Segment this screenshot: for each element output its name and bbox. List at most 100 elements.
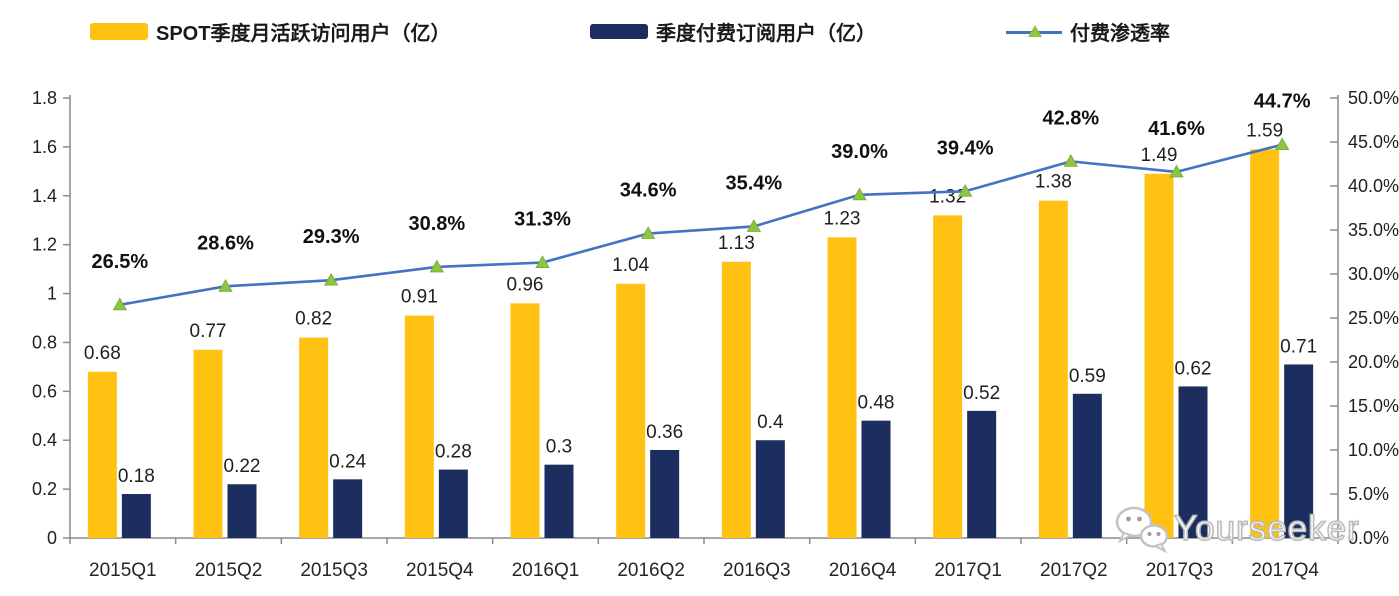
- bar-subs: [121, 494, 151, 538]
- bar-subs: [861, 420, 891, 538]
- bar-subs: [227, 484, 257, 538]
- bar-subs: [544, 464, 574, 538]
- y-tick-label-left: 1.6: [32, 137, 57, 157]
- bar-subs: [755, 440, 785, 538]
- y-tick-label-left: 1.4: [32, 186, 57, 206]
- bar-subs: [438, 469, 468, 538]
- bar-label-mau: 1.59: [1246, 120, 1283, 141]
- x-tick-label: 2017Q2: [1040, 560, 1108, 581]
- bar-subs: [650, 450, 680, 538]
- x-tick-label: 2017Q4: [1251, 560, 1319, 581]
- bar-label-subs: 0.4: [757, 412, 784, 433]
- x-tick-label: 2016Q4: [829, 560, 897, 581]
- y-tick-label-right: 35.0%: [1348, 220, 1399, 240]
- penetration-label: 30.8%: [408, 213, 465, 235]
- bar-subs: [1178, 386, 1208, 538]
- legend-label-penetration: 付费渗透率: [1070, 22, 1170, 45]
- y-tick-label-left: 0: [47, 528, 57, 548]
- penetration-marker: [640, 226, 656, 239]
- penetration-label: 34.6%: [620, 180, 677, 202]
- penetration-label: 42.8%: [1042, 107, 1099, 129]
- legend-item-subscribers: 季度付费订阅用户（亿）: [590, 18, 876, 45]
- bar-label-mau: 0.96: [507, 274, 544, 295]
- penetration-marker: [957, 183, 973, 197]
- bar-label-subs: 0.22: [224, 456, 261, 477]
- bar-mau: [1144, 173, 1174, 538]
- bar-mau: [193, 349, 223, 538]
- penetration-line: [119, 143, 1283, 307]
- x-tick-label: 2017Q1: [934, 560, 1002, 581]
- bar-subs: [333, 479, 363, 538]
- penetration-label: 39.0%: [831, 141, 888, 163]
- bar-label-mau: 0.77: [190, 321, 227, 342]
- wechat-icon: [1115, 506, 1169, 553]
- y-tick-label-right: 10.0%: [1348, 440, 1399, 460]
- bar-label-subs: 0.24: [329, 451, 366, 472]
- bar-mau: [616, 283, 646, 538]
- bar-label-subs: 0.36: [646, 422, 683, 443]
- penetration-label: 35.4%: [725, 172, 782, 194]
- penetration-label: 29.3%: [303, 226, 360, 248]
- penetration-label: 31.3%: [514, 209, 571, 231]
- penetration-marker: [112, 297, 128, 311]
- x-tick-label: 2015Q3: [300, 560, 368, 581]
- bar-label-subs: 0.71: [1280, 336, 1317, 357]
- y-tick-label-left: 0.4: [32, 430, 57, 450]
- mau-legend-swatch-icon: [90, 22, 148, 40]
- bar-label-mau: 0.91: [401, 287, 438, 308]
- penetration-marker: [218, 279, 233, 292]
- y-tick-label-left: 0.8: [32, 332, 57, 352]
- bar-label-subs: 0.18: [118, 466, 155, 487]
- y-tick-label-left: 1.2: [32, 235, 57, 255]
- y-tick-label-right: 20.0%: [1348, 352, 1399, 372]
- bar-label-mau: 1.32: [929, 186, 966, 207]
- bar-subs: [1284, 364, 1314, 538]
- bar-label-mau: 1.04: [612, 255, 649, 276]
- y-tick-label-right: 15.0%: [1348, 396, 1399, 416]
- bar-mau: [510, 303, 540, 538]
- bar-label-subs: 0.59: [1069, 366, 1106, 387]
- y-tick-label-left: 1.8: [32, 88, 57, 108]
- bar-mau: [87, 371, 117, 538]
- bar-label-subs: 0.48: [858, 393, 895, 414]
- penetration-label: 44.7%: [1254, 91, 1311, 113]
- x-tick-label: 2017Q3: [1146, 560, 1214, 581]
- bar-label-mau: 1.23: [824, 208, 861, 229]
- penetration-label: 28.6%: [197, 232, 254, 254]
- bar-label-subs: 0.28: [435, 442, 472, 463]
- watermark: Yourseeker: [1112, 505, 1360, 553]
- bar-label-mau: 1.13: [718, 233, 755, 254]
- bar-mau: [299, 337, 329, 538]
- bar-mau: [933, 215, 963, 539]
- bar-label-mau: 0.82: [295, 309, 332, 330]
- bar-mau: [404, 315, 434, 538]
- penetration-label: 41.6%: [1148, 118, 1205, 140]
- y-tick-label-right: 0.0%: [1348, 528, 1389, 548]
- bar-subs: [967, 410, 997, 538]
- x-tick-label: 2016Q3: [723, 560, 791, 581]
- y-tick-label-right: 25.0%: [1348, 308, 1399, 328]
- penetration-legend-swatch-icon: [1006, 23, 1062, 40]
- x-tick-label: 2016Q2: [617, 560, 685, 581]
- y-tick-label-right: 30.0%: [1348, 264, 1399, 284]
- legend-item-mau: SPOT季度月活跃访问用户（亿）: [90, 18, 450, 45]
- bar-label-mau: 1.38: [1035, 172, 1072, 193]
- penetration-marker: [535, 255, 550, 268]
- bar-mau: [827, 237, 857, 539]
- y-tick-label-left: 0.2: [32, 479, 57, 499]
- x-tick-label: 2016Q1: [512, 560, 580, 581]
- bar-label-subs: 0.3: [546, 437, 572, 458]
- bar-mau: [721, 261, 751, 538]
- penetration-marker: [1169, 164, 1184, 178]
- bar-label-mau: 1.49: [1141, 145, 1178, 166]
- bar-mau: [1250, 149, 1280, 539]
- y-tick-label-right: 5.0%: [1348, 484, 1389, 504]
- bar-label-subs: 0.62: [1175, 358, 1212, 379]
- bar-mau: [1038, 200, 1068, 538]
- y-tick-label-left: 1: [47, 284, 57, 304]
- bar-subs: [1072, 393, 1102, 538]
- penetration-marker: [1063, 154, 1079, 167]
- x-tick-label: 2015Q1: [89, 560, 157, 581]
- subscribers-legend-swatch-icon: [590, 23, 648, 39]
